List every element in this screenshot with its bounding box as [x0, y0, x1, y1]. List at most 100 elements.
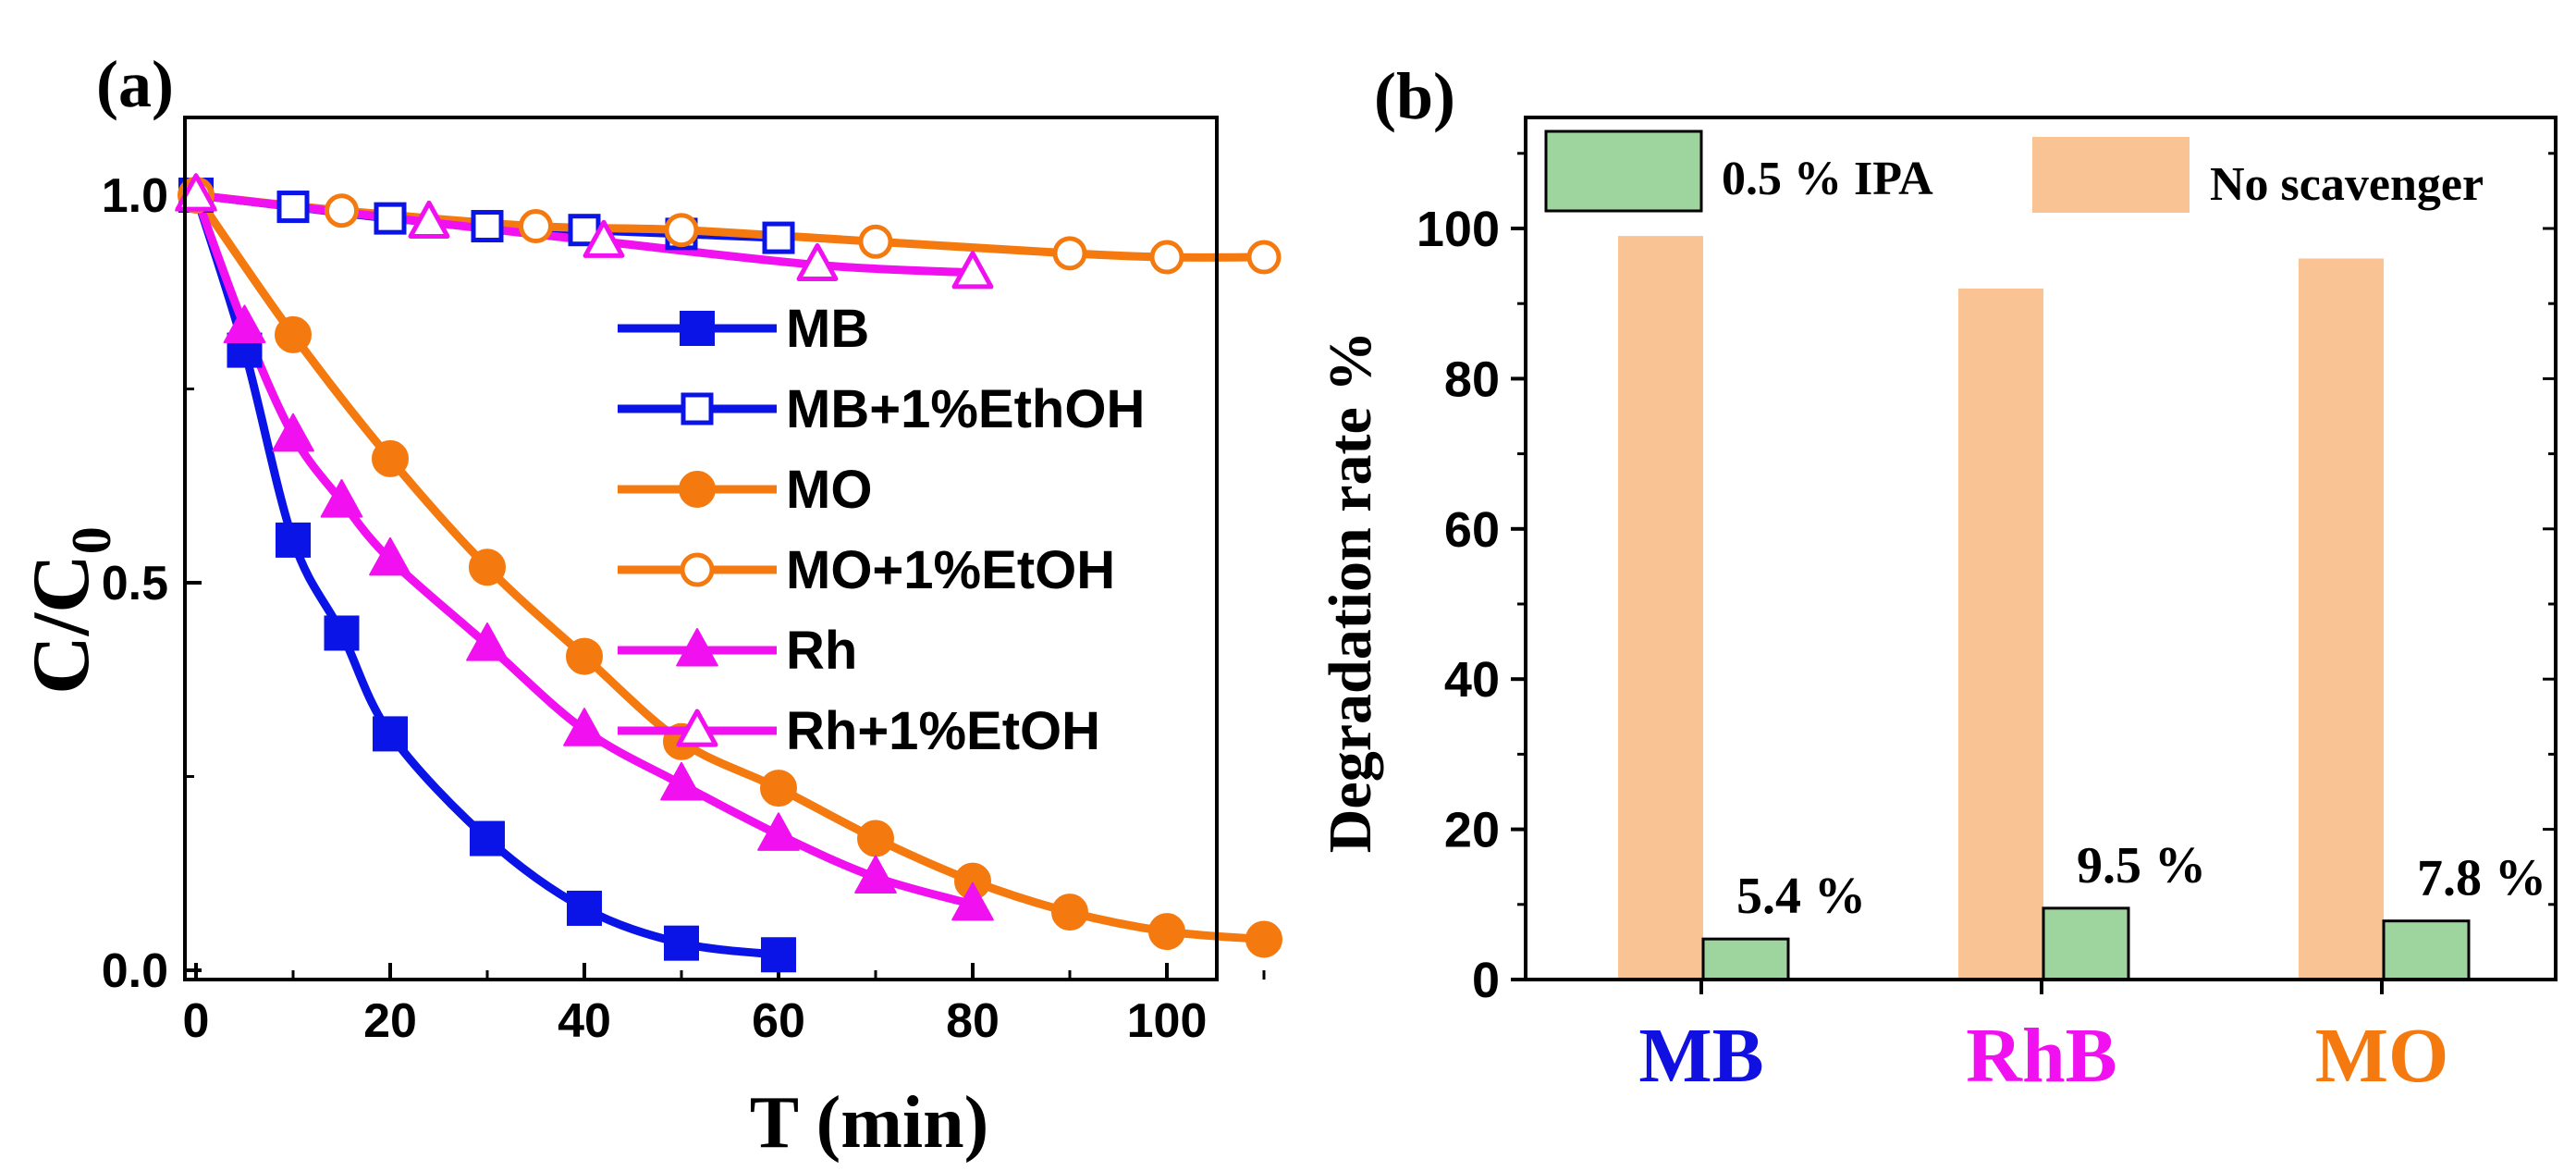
panel-label-b: (b) [1374, 59, 1455, 133]
data-point-MO+1%EtOH [1052, 236, 1087, 271]
y-axis-title-main: C/C [17, 554, 106, 695]
bar-value-label: 9.5 % [2077, 837, 2206, 894]
y-axis-title-b: Degradation rate % [1317, 331, 1384, 854]
series-markers [175, 173, 1282, 973]
data-point-MB [470, 820, 505, 857]
x-tick-label: 40 [558, 994, 611, 1048]
plot-frame-b [1524, 116, 2558, 981]
legend-label: Rh [786, 621, 857, 681]
data-point-MO [1148, 913, 1185, 951]
legend-label: MB [786, 299, 869, 359]
data-point-MB [664, 925, 699, 961]
bar-no-scavenger-RhB [1958, 288, 2043, 980]
bar-ipa-MB [1701, 937, 1790, 981]
data-point-MO+1%EtOH [325, 193, 359, 228]
legend: MB MB+1%EthOH MO MO+1%EtOH Rh Rh+1%EtOH [618, 299, 1145, 761]
x-tick-label: 60 [752, 994, 805, 1048]
legend-marker [679, 471, 716, 508]
bar-value-label: 7.8 % [2417, 850, 2546, 907]
y-tick-label: 0.5 [102, 557, 168, 610]
x-tick-label: 100 [1127, 994, 1208, 1048]
category-label-MB: MB [1638, 1013, 1763, 1099]
data-point-MO+1%EtOH [1149, 240, 1184, 275]
bar-chart-panel: (b) Degradation rate % 0 20 40 60 80 100 5.4 … [1317, 59, 2558, 1099]
data-point-MO [469, 549, 506, 586]
svg-text:Degradation rate %: Degradation rate % [1317, 331, 1384, 854]
legend-b: 0.5 % IPA No scavenger [1544, 129, 2484, 213]
axis-ticks-b: 0 20 40 60 80 100 [1417, 152, 2556, 1008]
x-axis-title: T (min) [750, 1082, 989, 1164]
legend-label-no-scavenger: No scavenger [2210, 158, 2484, 211]
data-point-Rh [563, 708, 606, 746]
data-point-MB [324, 615, 360, 651]
y-tick-label: 0.0 [102, 944, 168, 998]
data-point-MO+1%EtOH [858, 224, 893, 259]
data-point-MB+1%EthOH [276, 191, 310, 224]
data-point-MO+1%EtOH [1246, 240, 1282, 275]
data-point-MO [1245, 920, 1282, 958]
y-axis-title: C/C0 [17, 526, 122, 695]
data-point-MB [567, 890, 602, 926]
data-point-Rh [660, 761, 703, 801]
data-point-MO [760, 770, 797, 807]
category-label-RhB: RhB [1966, 1013, 2116, 1099]
axis-ticks: 0 20 40 60 80 100 0.0 0.5 1.0 [102, 169, 1266, 1048]
legend-label: MO [786, 460, 872, 520]
data-point-MO [857, 820, 894, 857]
y-axis-title-subscript: 0 [61, 526, 122, 554]
legend-label: Rh+1%EtOH [786, 701, 1100, 761]
data-point-MB+1%EthOH [374, 202, 407, 235]
data-point-MB+1%EthOH [762, 221, 795, 254]
data-point-MO [275, 315, 312, 353]
data-point-Rh [369, 536, 411, 576]
y-tick-label-b: 0 [1472, 953, 1500, 1008]
y-tick-label-b: 80 [1444, 351, 1500, 407]
data-point-MO+1%EtOH [519, 209, 553, 244]
legend-marker [681, 392, 714, 425]
plot-frame [183, 116, 1219, 981]
panel-label-a: (a) [96, 47, 174, 121]
legend-marker [680, 311, 715, 346]
data-point-Rh [223, 304, 266, 344]
legend-marker [680, 552, 715, 587]
bar-ipa-RhB [2042, 906, 2130, 981]
bar-no-scavenger-MO [2299, 258, 2384, 980]
data-point-MB [373, 716, 408, 752]
data-point-Rh+1%EtOH [796, 242, 839, 282]
category-label-MO: MO [2315, 1013, 2449, 1099]
y-tick-label-b: 40 [1444, 652, 1500, 708]
data-point-Rh [466, 622, 509, 661]
bars: 5.4 % MB 9.5 % RhB 7.8 % MO [1618, 236, 2546, 1099]
data-point-MO [566, 637, 603, 675]
data-point-MO [1051, 894, 1088, 931]
legend-label: MO+1%EtOH [786, 540, 1115, 600]
legend-swatch-ipa [1544, 129, 1703, 213]
legend-label: MB+1%EthOH [786, 379, 1145, 439]
data-point-Rh [854, 855, 897, 894]
legend-marker [676, 628, 718, 667]
legend-label-ipa: 0.5 % IPA [1722, 153, 1933, 205]
y-tick-label: 1.0 [102, 169, 168, 223]
data-point-Rh+1%EtOH [583, 219, 625, 258]
data-point-MB [276, 522, 311, 558]
x-tick-label: 20 [363, 994, 417, 1048]
data-point-Rh+1%EtOH [175, 173, 217, 212]
x-tick-label: 0 [183, 994, 210, 1048]
bar-ipa-MO [2382, 919, 2471, 981]
bar-value-label: 5.4 % [1736, 868, 1866, 925]
y-tick-label-b: 60 [1444, 502, 1500, 558]
data-point-MO [372, 439, 409, 477]
bar-no-scavenger-MB [1618, 236, 1703, 980]
y-tick-label-b: 100 [1417, 202, 1500, 257]
data-point-Rh+1%EtOH [408, 200, 450, 239]
legend-marker [676, 709, 718, 747]
x-tick-label: 80 [946, 994, 1000, 1048]
data-point-Rh [951, 881, 994, 921]
y-tick-label-b: 20 [1444, 803, 1500, 858]
data-point-Rh [272, 413, 314, 452]
data-point-MO+1%EtOH [664, 213, 699, 248]
legend-swatch-no-scavenger [2032, 137, 2190, 213]
svg-text:C/C0: C/C0 [17, 526, 122, 695]
